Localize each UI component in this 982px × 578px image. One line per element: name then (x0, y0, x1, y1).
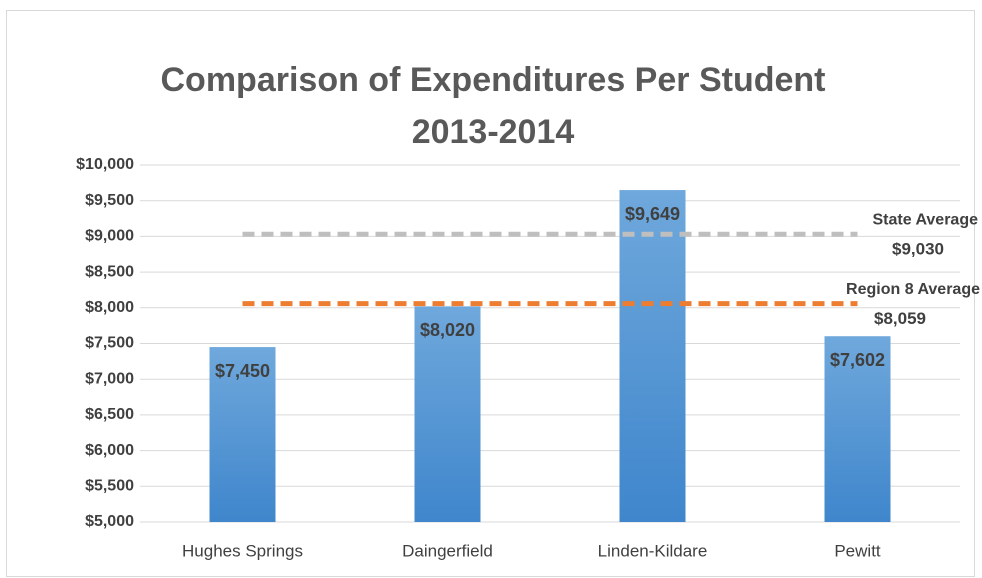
y-tick-label: $6,000 (85, 442, 134, 459)
reference-value: $8,059 (874, 309, 926, 328)
data-label: $9,649 (625, 204, 680, 224)
data-label: $7,450 (215, 361, 270, 381)
x-tick-label: Linden-Kildare (598, 541, 708, 560)
chart-frame (6, 10, 975, 577)
y-tick-label: $5,500 (85, 478, 134, 495)
reference-label: Region 8 Average (846, 281, 980, 298)
bar (414, 306, 481, 522)
y-tick-label: $9,000 (85, 228, 134, 245)
y-tick-label: $9,500 (85, 192, 134, 209)
y-tick-label: $7,000 (85, 370, 134, 387)
reference-value: $9,030 (892, 240, 944, 259)
y-tick-label: $8,000 (85, 299, 134, 316)
x-tick-label: Hughes Springs (182, 541, 303, 560)
y-tick-label: $8,500 (85, 263, 134, 280)
y-tick-label: $7,500 (85, 335, 134, 352)
y-tick-label: $10,000 (76, 156, 134, 173)
x-tick-label: Daingerfield (402, 541, 493, 560)
bar (209, 347, 276, 522)
chart-title: Comparison of Expenditures Per Student (161, 61, 826, 99)
y-tick-label: $5,000 (85, 513, 134, 530)
reference-label: State Average (872, 211, 978, 228)
data-label: $7,602 (830, 350, 885, 370)
bar (619, 190, 686, 522)
bar (824, 336, 891, 522)
data-label: $8,020 (420, 320, 475, 340)
x-tick-label: Pewitt (834, 541, 881, 560)
y-tick-label: $6,500 (85, 406, 134, 423)
chart-title: 2013-2014 (412, 113, 575, 151)
